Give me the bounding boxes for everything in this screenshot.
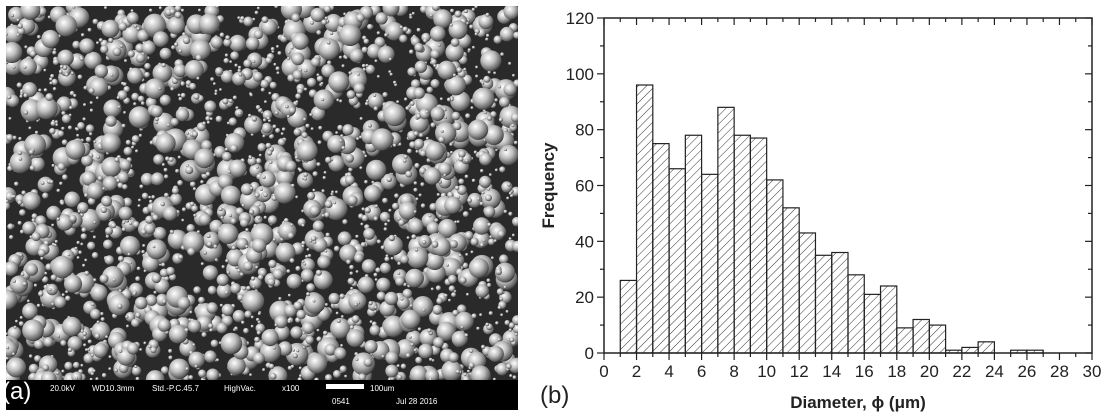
x-tick-label: 10	[757, 362, 776, 381]
histogram-bar-18-19	[896, 327, 914, 354]
histogram-bar-4-5	[668, 168, 686, 354]
x-tick-label: 26	[1017, 362, 1036, 381]
panel-label-a: (a)	[2, 378, 32, 405]
histogram-bar-14-15	[831, 251, 849, 354]
histogram-bar-20-21	[928, 324, 947, 354]
sem-voltage: 20.0kV	[50, 384, 75, 393]
histogram-bar-1-2	[619, 279, 638, 354]
histogram-bar-10-11	[766, 179, 784, 354]
histogram-bar-3-4	[652, 143, 670, 354]
sem-scale-bar	[326, 384, 364, 389]
histogram-bar-8-9	[733, 134, 751, 354]
x-tick-label: 8	[729, 362, 738, 381]
x-tick-label: 16	[855, 362, 874, 381]
histogram-bars	[619, 84, 1044, 354]
x-tick-label: 18	[887, 362, 906, 381]
histogram-bar-5-6	[684, 134, 703, 354]
histogram-bar-2-3	[635, 84, 654, 354]
sem-scale-label: 100um	[370, 384, 395, 393]
sem-working-distance: WD10.3mm	[92, 384, 135, 393]
x-tick-label: 0	[599, 362, 608, 381]
x-tick-label: 2	[632, 362, 641, 381]
histogram-bar-6-7	[701, 173, 719, 354]
y-tick-label: 60	[575, 177, 594, 196]
x-tick-label: 24	[985, 362, 1004, 381]
x-tick-label: 4	[664, 362, 673, 381]
histogram-bar-9-10	[749, 137, 768, 354]
histogram-bar-17-18	[879, 285, 898, 354]
x-tick-label: 28	[1050, 362, 1069, 381]
x-tick-label: 12	[790, 362, 809, 381]
y-tick-label: 100	[566, 65, 594, 84]
y-tick-label: 20	[575, 288, 594, 307]
histogram-bar-15-16	[847, 274, 865, 354]
histogram-bar-16-17	[863, 293, 882, 354]
sem-date: Jul 28 2016	[396, 397, 438, 406]
sem-magnification: x100	[282, 384, 300, 393]
sem-vacuum: HighVac.	[224, 384, 256, 393]
x-tick-label: 20	[920, 362, 939, 381]
sem-image-number: 0541	[332, 397, 350, 406]
x-axis-title: Diameter, ϕ (μm)	[790, 393, 926, 412]
histogram-chart: 0 2 4 6 8 10 12 14 16 18 20 22 24 26 28 300204060801001…	[539, 9, 1102, 412]
histogram-bar-7-8	[717, 106, 735, 354]
y-tick-label: 120	[566, 9, 594, 28]
x-tick-label: 14	[822, 362, 841, 381]
y-axis-title: Frequency	[539, 142, 558, 229]
histogram-bar-12-13	[798, 232, 817, 354]
x-tick-label: 6	[697, 362, 706, 381]
y-tick-label: 40	[575, 232, 594, 251]
sem-spot: Std.-P.C.45.7	[152, 384, 199, 393]
histogram-bar-13-14	[814, 254, 833, 354]
sem-info-bar: 20.0kV WD10.3mm Std.-P.C.45.7 HighVac. x…	[6, 380, 518, 410]
panel-label-b: (b)	[540, 382, 570, 409]
axis-ticks: 0 2 4 6 8 10 12 14 16 18 20 22 24 26 28 300204060801001…	[566, 9, 1102, 381]
histogram-bar-11-12	[782, 207, 800, 354]
histogram-bar-22-23	[961, 346, 979, 354]
histogram-bar-19-20	[912, 318, 930, 354]
sem-micrograph-image	[6, 6, 518, 380]
x-tick-label: 30	[1083, 362, 1102, 381]
y-tick-label: 80	[575, 121, 594, 140]
histogram-bar-23-24	[977, 341, 995, 354]
y-tick-label: 0	[585, 344, 594, 363]
x-tick-label: 22	[952, 362, 971, 381]
sem-micrograph-panel: 20.0kV WD10.3mm Std.-P.C.45.7 HighVac. x…	[6, 6, 518, 410]
